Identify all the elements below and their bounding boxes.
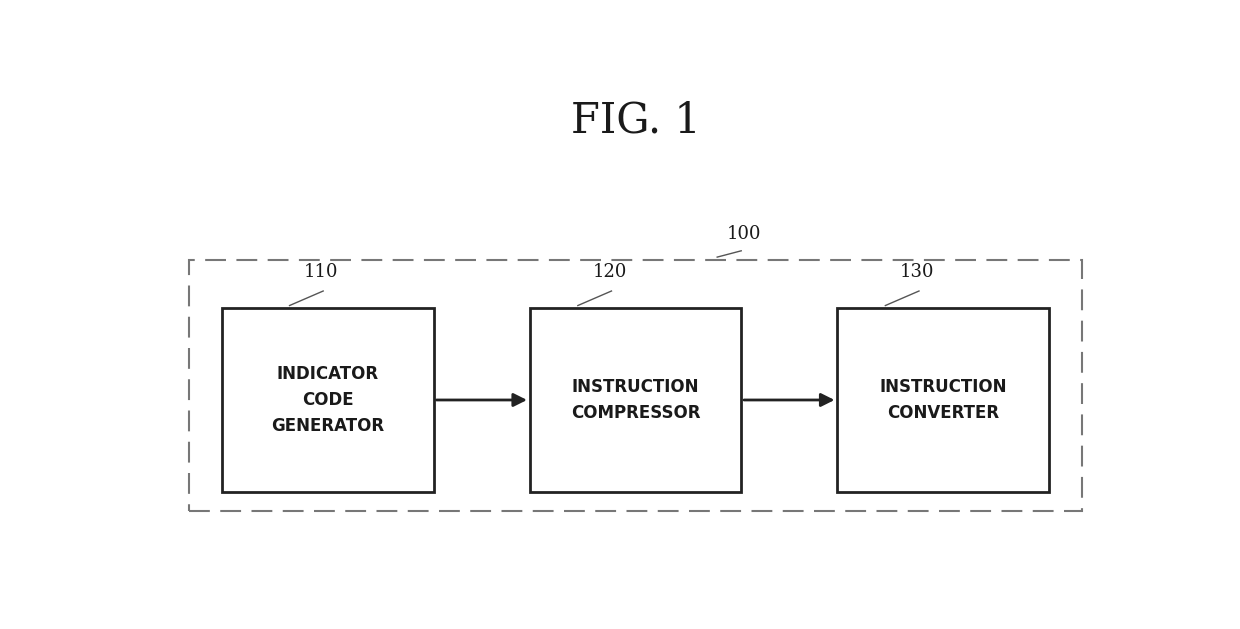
Text: 100: 100 — [727, 225, 761, 243]
Bar — [837, 308, 1049, 492]
Text: 130: 130 — [900, 264, 934, 281]
Text: 120: 120 — [593, 264, 626, 281]
Text: INDICATOR
CODE
GENERATOR: INDICATOR CODE GENERATOR — [272, 365, 384, 435]
Text: INSTRUCTION
COMPRESSOR: INSTRUCTION COMPRESSOR — [570, 378, 701, 422]
Bar — [222, 308, 434, 492]
Text: FIG. 1: FIG. 1 — [570, 99, 701, 142]
Text: INSTRUCTION
CONVERTER: INSTRUCTION CONVERTER — [879, 378, 1007, 422]
Bar — [188, 260, 1083, 511]
Bar — [529, 308, 742, 492]
Text: 110: 110 — [304, 264, 339, 281]
